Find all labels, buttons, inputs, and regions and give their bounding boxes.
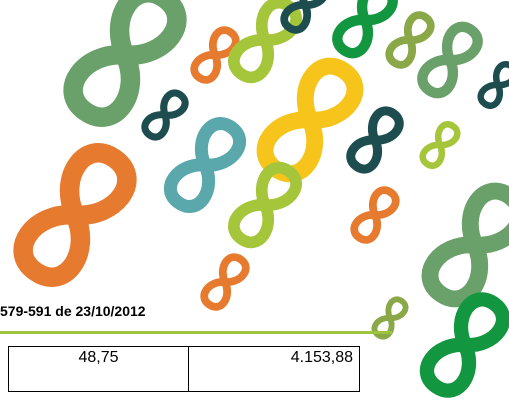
reference: 579-591 de 23/10/2012 bbox=[0, 303, 146, 319]
separator bbox=[0, 331, 392, 334]
table: 48,75 4.153,88 bbox=[8, 346, 360, 392]
page: {"header": {"reference": "579-591 de 23/… bbox=[0, 0, 509, 400]
table-cell: 4.153,88 bbox=[189, 347, 360, 392]
infinity-shapes bbox=[13, 0, 509, 398]
decoration bbox=[0, 0, 509, 400]
table-cell: 48,75 bbox=[9, 347, 189, 392]
table-row: 48,75 4.153,88 bbox=[9, 347, 360, 392]
